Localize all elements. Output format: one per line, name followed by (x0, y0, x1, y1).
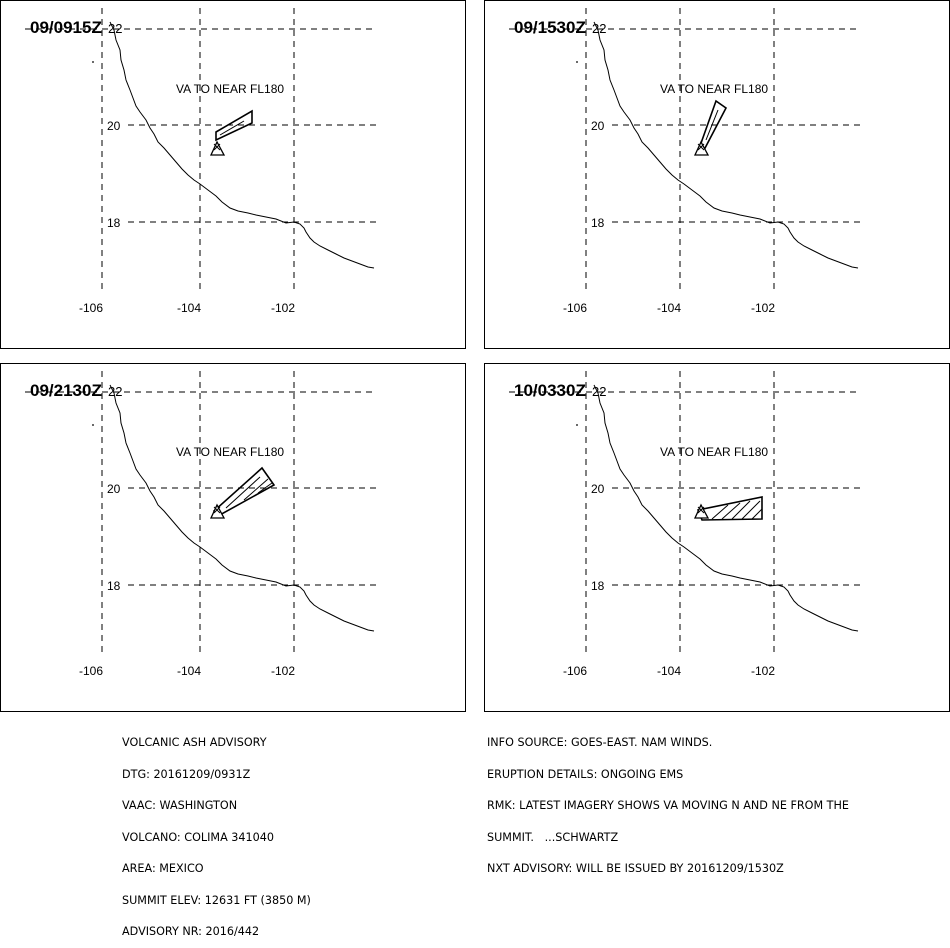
lon-label-106: -106 (563, 664, 587, 678)
lat-label-20: 20 (107, 119, 121, 133)
map-panel-3-canvas: 09/2130Z 22 VA TO NEAR FL180 20 18 -106 … (0, 363, 466, 712)
map-panel-1-canvas: 09/0915Z 22 VA TO NEAR FL180 20 18 -106 … (0, 0, 466, 349)
coastline (109, 384, 375, 632)
lon-label-102: -102 (271, 301, 295, 315)
lat-label-20: 20 (107, 482, 121, 496)
panel-4-time: 10/0330Z (514, 381, 586, 400)
lat-label-18: 18 (107, 579, 121, 593)
panel-3-zone: 22 (108, 384, 122, 399)
advisory-eruption-details: ERUPTION DETAILS: ONGOING EMS (487, 767, 684, 781)
lon-label-104: -104 (177, 301, 201, 315)
advisory-remarks-line-1: RMK: LATEST IMAGERY SHOWS VA MOVING N AN… (487, 799, 849, 812)
map-panel-4: 10/0330Z 22 VA TO NEAR FL180 20 18 -106 … (484, 363, 950, 712)
lon-label-104: -104 (657, 301, 681, 315)
lat-label-18: 18 (591, 216, 605, 230)
lon-label-106: -106 (79, 664, 103, 678)
volcano-icon (209, 140, 226, 156)
advisory-map-panels: 09/0915Z 22 VA TO NEAR FL180 20 18 -106 … (0, 0, 950, 712)
ash-hatch (225, 476, 273, 509)
panel-1-zone: 22 (108, 21, 122, 36)
panel-2-zone: 22 (592, 21, 606, 36)
lat-label-20: 20 (591, 482, 605, 496)
island-dot (92, 424, 94, 426)
advisory-area: AREA: MEXICO (122, 862, 204, 875)
advisory-info-source: INFO SOURCE: GOES-EAST. NAM WINDS. (487, 736, 713, 749)
coastline (109, 21, 375, 269)
panel-1-label: VA TO NEAR FL180 (176, 82, 284, 96)
volcano-marker-icon (213, 506, 221, 514)
advisory-summary-left: VOLCANIC ASH ADVISORY DTG: 20161209/0931… (122, 717, 311, 948)
lat-label-18: 18 (107, 216, 121, 230)
lon-label-106: -106 (563, 301, 587, 315)
volcano-marker-icon (213, 143, 221, 151)
ash-hatch (705, 109, 719, 141)
map-panel-3: 09/2130Z 22 VA TO NEAR FL180 20 18 -106 … (0, 363, 466, 712)
lon-label-104: -104 (657, 664, 681, 678)
panel-2-label: VA TO NEAR FL180 (660, 82, 768, 96)
map-panel-2: 09/1530Z 22 VA TO NEAR FL180 20 18 -106 … (484, 0, 950, 349)
advisory-number: ADVISORY NR: 2016/442 (122, 925, 260, 938)
ash-hatch (711, 500, 763, 520)
graticule (25, 371, 376, 653)
panel-frame (0, 0, 466, 349)
advisory-summit-elev: SUMMIT ELEV: 12631 FT (3850 M) (122, 893, 311, 907)
graticule (509, 8, 860, 290)
panel-1-time: 09/0915Z (30, 18, 102, 37)
graticule (25, 8, 376, 290)
island-dot (92, 61, 94, 63)
advisory-dtg: DTG: 20161209/0931Z (122, 767, 251, 781)
advisory-volcano: VOLCANO: COLIMA 341040 (122, 830, 274, 844)
panel-frame (484, 0, 950, 349)
advisory-title: VOLCANIC ASH ADVISORY (122, 736, 267, 749)
map-panel-2-canvas: 09/1530Z 22 VA TO NEAR FL180 20 18 -106 … (484, 0, 950, 349)
volcano-icon (693, 140, 710, 156)
lon-label-102: -102 (751, 664, 775, 678)
lon-label-104: -104 (177, 664, 201, 678)
map-panel-4-canvas: 10/0330Z 22 VA TO NEAR FL180 20 18 -106 … (484, 363, 950, 712)
panel-2-time: 09/1530Z (514, 18, 586, 37)
volcano-marker-icon (697, 506, 705, 514)
panel-3-label: VA TO NEAR FL180 (176, 445, 284, 459)
graticule (509, 371, 860, 653)
advisory-summary-right: INFO SOURCE: GOES-EAST. NAM WINDS. ERUPT… (487, 717, 849, 885)
volcano-marker-icon (697, 143, 705, 151)
lon-label-106: -106 (79, 301, 103, 315)
volcano-icon (693, 503, 710, 519)
island-dot (576, 424, 578, 426)
panel-4-zone: 22 (592, 384, 606, 399)
map-panel-1: 09/0915Z 22 VA TO NEAR FL180 20 18 -106 … (0, 0, 466, 349)
ash-cloud-polygon (215, 109, 253, 142)
advisory-remarks-line-2: SUMMIT. ...SCHWARTZ (487, 830, 619, 844)
lat-label-18: 18 (591, 579, 605, 593)
lat-label-20: 20 (591, 119, 605, 133)
panel-4-label: VA TO NEAR FL180 (660, 445, 768, 459)
panel-3-time: 09/2130Z (30, 381, 102, 400)
panel-frame (484, 363, 950, 712)
coastline (593, 384, 859, 632)
advisory-vaac: VAAC: WASHINGTON (122, 799, 238, 812)
ash-hatch (219, 120, 245, 136)
panel-frame (0, 363, 466, 712)
lon-label-102: -102 (751, 301, 775, 315)
island-dot (576, 61, 578, 63)
coastline (593, 21, 859, 269)
volcano-icon (209, 503, 226, 519)
lon-label-102: -102 (271, 664, 295, 678)
advisory-next: NXT ADVISORY: WILL BE ISSUED BY 20161209… (487, 862, 784, 875)
